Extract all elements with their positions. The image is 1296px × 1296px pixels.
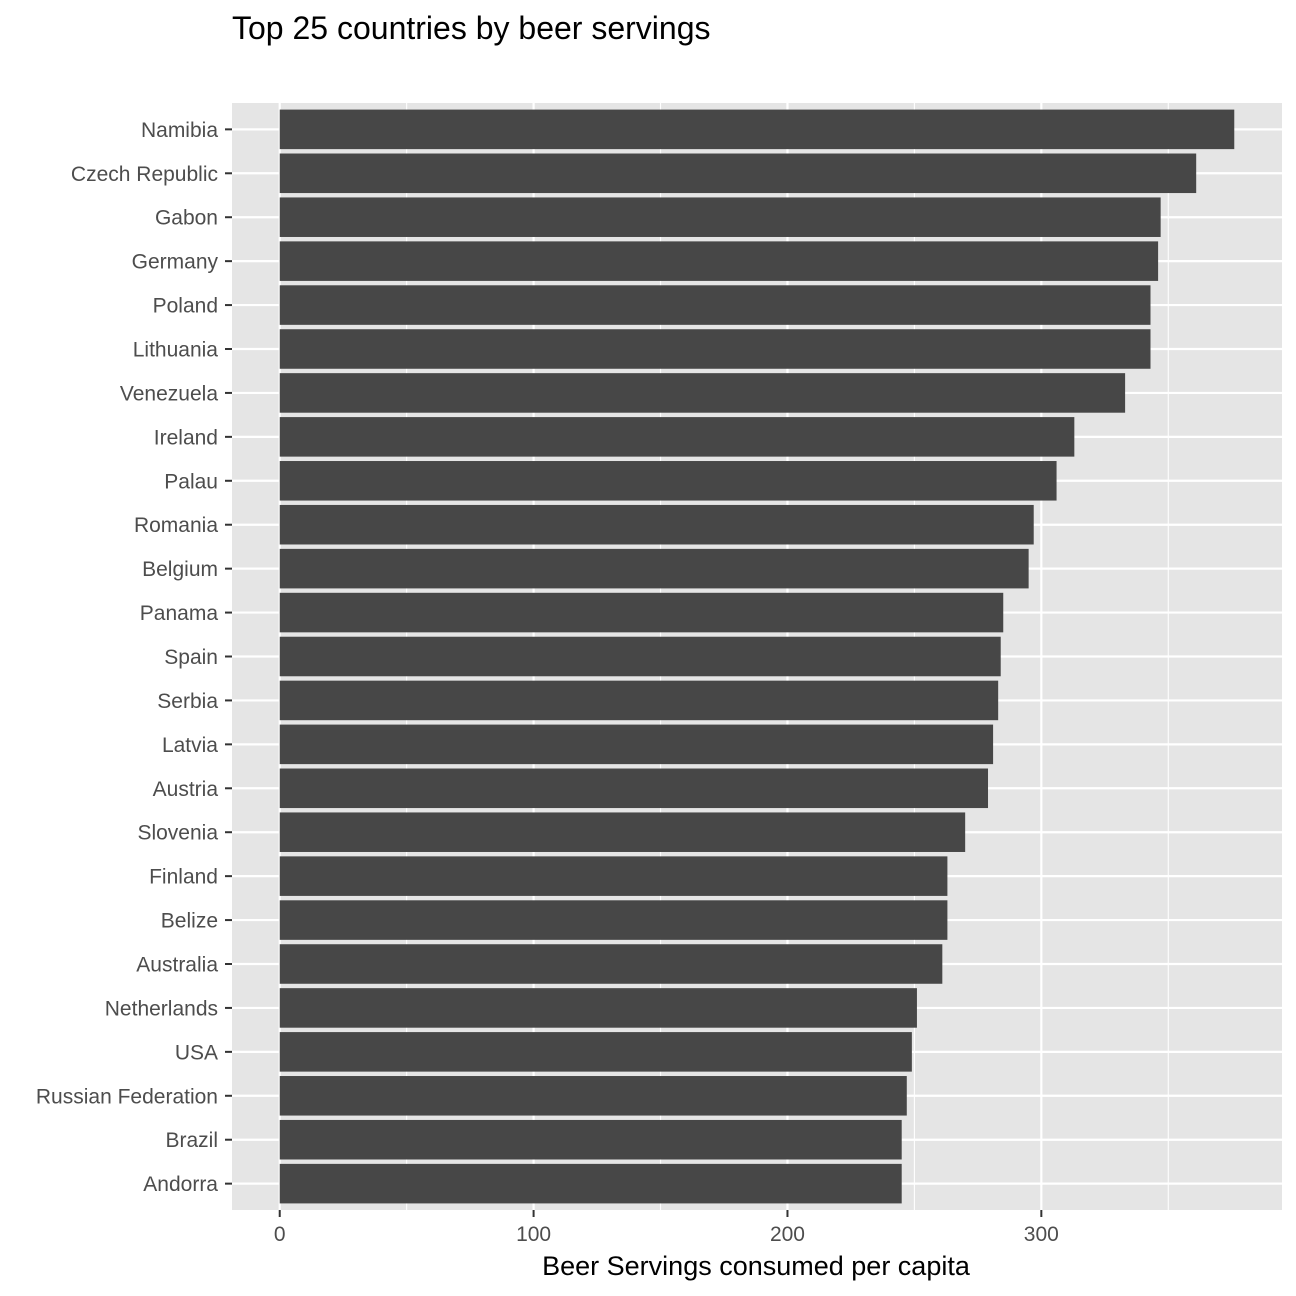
- y-tick-label: Ireland: [154, 426, 218, 449]
- y-tick-label: Venezuela: [120, 382, 218, 405]
- bar-serbia: [279, 680, 999, 721]
- y-tick-label: Lithuania: [133, 339, 219, 362]
- y-tick-label: Russian Federation: [36, 1085, 218, 1108]
- y-tick-label: Czech Republic: [71, 163, 218, 186]
- bar-gabon: [279, 197, 1161, 237]
- y-tick-label: Australia: [136, 954, 218, 977]
- y-tick-label: Panama: [140, 602, 219, 625]
- x-axis-title: Beer Servings consumed per capita: [542, 1251, 971, 1281]
- x-tick-label: 100: [516, 1223, 551, 1246]
- y-tick-label: Namibia: [141, 119, 218, 142]
- x-tick-label: 0: [274, 1223, 286, 1246]
- bar-germany: [279, 241, 1159, 281]
- y-tick-label: Belgium: [142, 558, 218, 581]
- bar-brazil: [279, 1119, 902, 1160]
- bar-lithuania: [279, 329, 1151, 369]
- bar-palau: [279, 461, 1057, 501]
- bar-belgium: [279, 548, 1029, 589]
- bars: [279, 109, 1235, 1204]
- y-axis: Namibia Czech Republic Gabon Germany Poland L…: [36, 119, 232, 1196]
- y-tick-label: Austria: [153, 778, 219, 801]
- bar-namibia: [279, 109, 1235, 150]
- y-tick-label: USA: [175, 1041, 218, 1064]
- bar-latvia: [279, 724, 994, 765]
- bar-venezuela: [279, 373, 1126, 413]
- x-tick-label: 300: [1024, 1223, 1059, 1246]
- y-tick-label: Spain: [164, 646, 218, 669]
- bar-usa: [279, 1032, 912, 1072]
- bar-belize: [279, 900, 948, 940]
- y-tick-label: Germany: [132, 251, 219, 274]
- bar-spain: [279, 636, 1001, 677]
- y-tick-label: Belize: [161, 910, 218, 933]
- y-tick-label: Gabon: [155, 207, 218, 230]
- bar-slovenia: [279, 812, 966, 852]
- bar-ireland: [279, 417, 1075, 457]
- y-tick-label: Palau: [164, 470, 218, 493]
- bar-austria: [279, 768, 989, 809]
- y-tick-label: Brazil: [165, 1129, 218, 1152]
- x-tick-label: 200: [770, 1223, 805, 1246]
- bar-andorra: [279, 1163, 902, 1204]
- bar-poland: [279, 285, 1151, 325]
- bar-romania: [279, 504, 1034, 545]
- chart-title: Top 25 countries by beer servings: [232, 10, 710, 46]
- y-tick-label: Finland: [149, 866, 218, 889]
- y-tick-label: Latvia: [162, 734, 218, 757]
- y-tick-label: Slovenia: [137, 822, 218, 845]
- bar-finland: [279, 856, 948, 896]
- y-tick-label: Netherlands: [105, 997, 218, 1020]
- y-tick-label: Andorra: [143, 1173, 218, 1196]
- y-tick-label: Poland: [153, 295, 218, 318]
- y-tick-label: Serbia: [157, 690, 218, 713]
- x-axis: 0 100 200 300: [274, 1210, 1059, 1246]
- bar-russian-federation: [279, 1076, 907, 1116]
- bar-australia: [279, 944, 943, 984]
- y-tick-label: Romania: [134, 514, 218, 537]
- bar-netherlands: [279, 988, 917, 1028]
- bar-panama: [279, 592, 1004, 633]
- bar-czech-republic: [279, 153, 1197, 194]
